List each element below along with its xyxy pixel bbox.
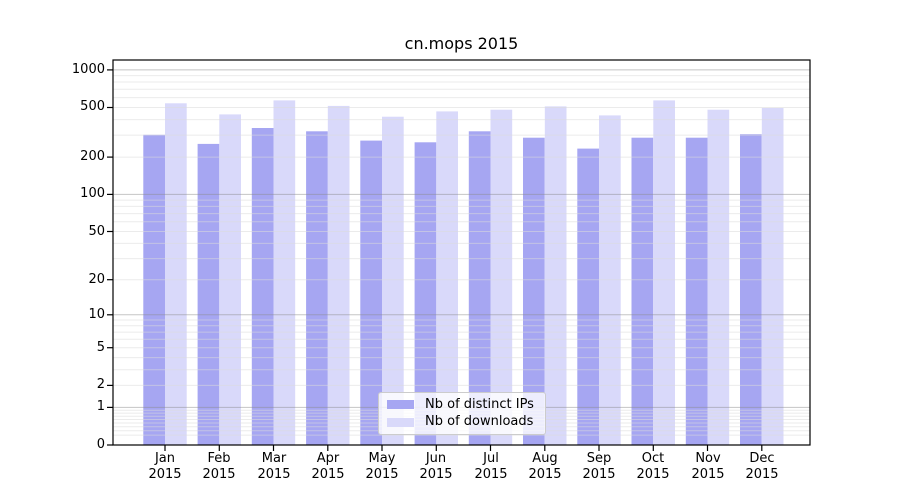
x-tick-label-jun: Jun 2015 [419,451,453,482]
legend-row-distinct-ips: Nb of distinct IPs [387,396,537,414]
x-tick-label-sep: Sep 2015 [582,451,616,482]
plot-border [112,59,811,446]
bar-downloads-nov [707,109,730,445]
x-tick-label-dec: Dec 2015 [745,451,779,482]
bar-downloads-apr [327,105,350,446]
y-tick-label-100: 100 [80,186,105,201]
x-tick-label-oct: Oct 2015 [636,451,670,482]
bar-downloads-aug [544,106,567,446]
bar-distinct-ips-feb [197,143,220,445]
y-tick-label-20: 20 [88,272,105,287]
bar-downloads-mar [273,100,296,446]
legend-swatch-downloads-icon [387,417,414,427]
bar-distinct-ips-may [360,140,382,445]
bar-downloads-dec [761,108,784,445]
x-tick-label-jul: Jul 2015 [474,451,508,482]
bar-distinct-ips-dec [740,134,762,445]
y-tick-label-500: 500 [80,99,105,114]
bar-downloads-may [382,116,404,445]
bar-distinct-ips-aug [523,137,545,445]
bar-downloads-jan [165,103,187,446]
y-tick-label-1: 1 [96,399,105,414]
bar-distinct-ips-jul [468,131,491,446]
legend-row-downloads: Nb of downloads [387,414,537,432]
x-tick-label-aug: Aug 2015 [528,451,562,482]
y-tick-label-1000: 1000 [71,62,105,77]
legend-swatch-distinct-ips-icon [387,400,414,410]
x-tick-label-nov: Nov 2015 [691,451,725,482]
bar-distinct-ips-mar [251,128,274,445]
y-tick-label-200: 200 [80,149,105,164]
legend: Nb of distinct IPs Nb of downloads [378,392,546,435]
x-tick-label-feb: Feb 2015 [202,451,236,482]
chart-title: cn.mops 2015 [404,34,519,53]
y-tick-label-0: 0 [96,437,105,452]
bar-distinct-ips-nov [685,137,708,445]
bar-downloads-oct [653,100,675,446]
x-tick-label-may: May 2015 [365,451,399,482]
x-tick-label-jan: Jan 2015 [148,451,182,482]
bar-distinct-ips-sep [577,148,599,445]
y-tick-label-10: 10 [88,307,105,322]
bar-distinct-ips-jan [143,134,165,446]
bar-downloads-jul [490,109,513,445]
x-tick-label-apr: Apr 2015 [311,451,345,482]
legend-label-distinct-ips: Nb of distinct IPs [425,396,534,412]
y-tick-label-2: 2 [96,377,105,392]
bar-distinct-ips-apr [306,131,328,446]
y-tick-label-5: 5 [96,340,105,355]
x-tick-label-mar: Mar 2015 [257,451,291,482]
legend-label-downloads: Nb of downloads [425,414,534,430]
bar-distinct-ips-oct [631,137,654,445]
y-tick-label-50: 50 [88,224,105,239]
